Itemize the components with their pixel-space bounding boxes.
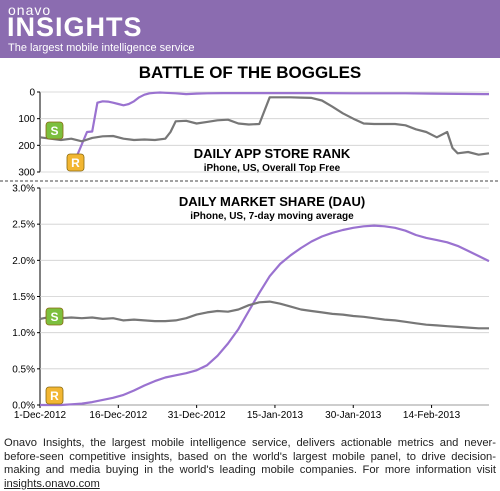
- chart-subtitle: iPhone, US, 7-day moving average: [190, 211, 354, 222]
- brand-insights-logo: INSIGHTS: [7, 12, 143, 42]
- y-tick-label: 300: [18, 168, 35, 179]
- y-tick-label: 0.0%: [12, 401, 35, 412]
- icon-tile: [66, 153, 85, 172]
- icon-glyph: S: [50, 310, 58, 324]
- ruzzle-icon: R: [66, 153, 85, 172]
- scramble-with-friends-icon: S: [45, 307, 64, 326]
- y-tick-label: 2.0%: [12, 256, 35, 267]
- series-line-ruzzle: [40, 224, 490, 407]
- series-line-scramble-with-friends: [39, 300, 489, 330]
- brand-tagline: The largest mobile intelligence service: [8, 42, 195, 54]
- chart-area: 0 100 200 300 DAILY APP STORE RANK iPhone, US…: [0, 88, 500, 421]
- series-line-ruzzle: [70, 91, 489, 170]
- x-tick-label: 31-Dec-2012: [168, 410, 226, 421]
- footer-description: Onavo Insights, the largest mobile intel…: [4, 437, 496, 476]
- icon-glyph: R: [71, 156, 80, 170]
- page-title: BATTLE OF THE BOGGLES: [138, 63, 362, 82]
- ruzzle-icon: R: [45, 386, 64, 405]
- chart-subtitle: iPhone, US, Overall Top Free: [204, 163, 341, 174]
- icon-tile: [45, 386, 64, 405]
- chart-title: DAILY APP STORE RANK: [194, 146, 351, 161]
- x-tick-label: 15-Jan-2013: [247, 410, 304, 421]
- footer-text: Onavo Insights, the largest mobile intel…: [4, 437, 496, 491]
- y-tick-label: 2.5%: [12, 220, 35, 231]
- x-tick-label: 1-Dec-2012: [14, 410, 67, 421]
- x-tick-label: 16-Dec-2012: [89, 410, 147, 421]
- series-line-scramble-with-friends: [39, 96, 490, 156]
- icon-glyph: S: [50, 124, 58, 138]
- chart-title: DAILY MARKET SHARE (DAU): [179, 194, 365, 209]
- y-tick-label: 100: [18, 114, 35, 125]
- icon-glyph: R: [50, 389, 59, 403]
- y-tick-label: 1.0%: [12, 328, 35, 339]
- x-tick-label: 30-Jan-2013: [325, 410, 382, 421]
- icon-tile: [45, 121, 64, 140]
- x-tick-label: 14-Feb-2013: [403, 410, 461, 421]
- brand-onavo-logo: onavo: [8, 2, 52, 18]
- scramble-with-friends-icon: S: [45, 121, 64, 140]
- y-tick-label: 1.5%: [12, 292, 35, 303]
- y-tick-label: 200: [18, 141, 35, 152]
- icon-tile: [45, 307, 64, 326]
- y-tick-label: 0.5%: [12, 364, 35, 375]
- y-tick-label: 0: [29, 88, 35, 99]
- y-tick-label: 3.0%: [12, 184, 35, 195]
- footer-link[interactable]: insights.onavo.com: [4, 477, 100, 490]
- brand-header: onavo INSIGHTS The largest mobile intell…: [0, 0, 500, 58]
